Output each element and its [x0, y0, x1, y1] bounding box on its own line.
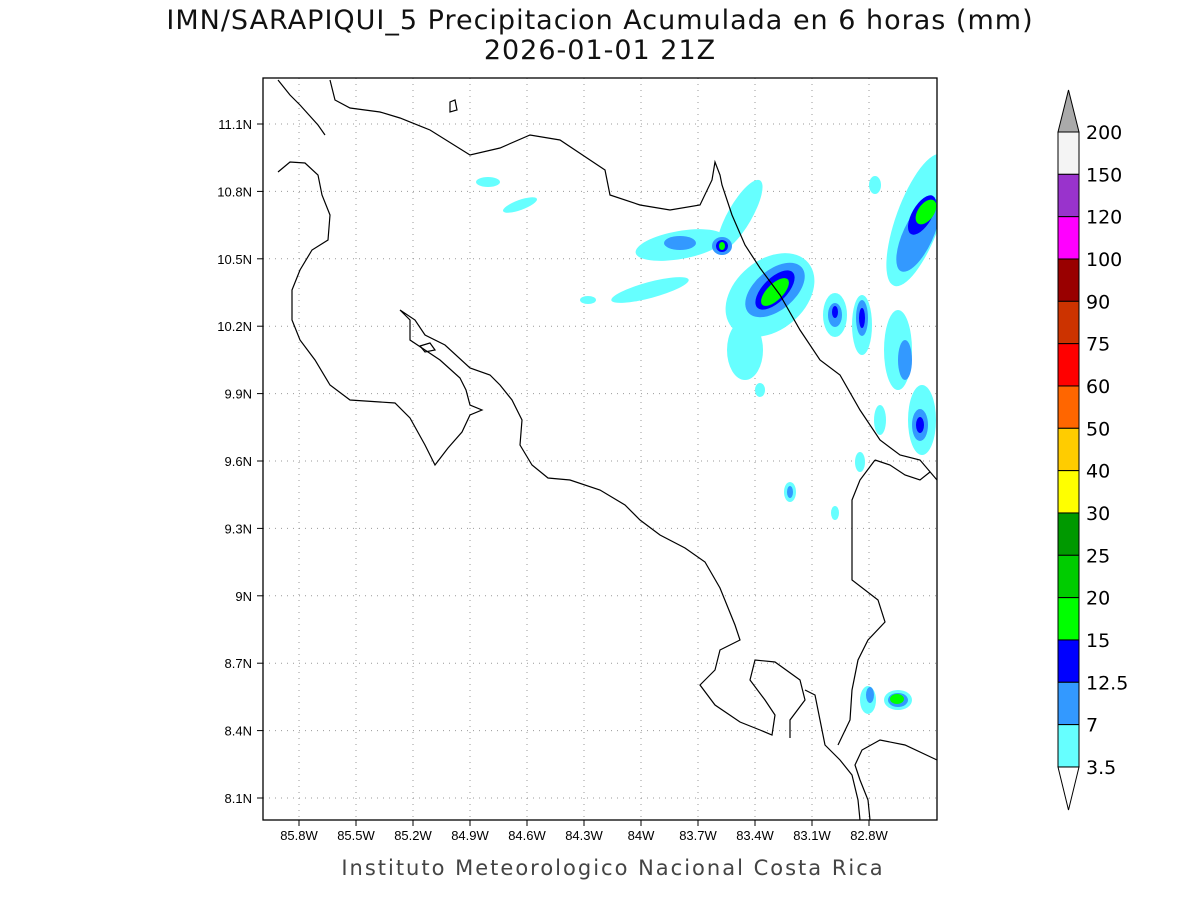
lat-tick-label: 9N — [235, 589, 252, 604]
colorbar-swatch — [1057, 131, 1080, 175]
lat-tick-label: 10.2N — [217, 319, 252, 334]
axis-ticks: 85.8W 85.5W 85.2W 84.9W 84.6W 84.3W 84W 83.7W 83… — [217, 117, 888, 843]
lat-tick-label: 11.1N — [218, 117, 252, 132]
map-frame — [262, 77, 938, 821]
precip-field — [476, 153, 937, 714]
colorbar-label: 200 — [1086, 122, 1122, 144]
lat-tick-label: 9.6N — [225, 454, 252, 469]
grid-lines — [263, 78, 937, 820]
lat-tick-label: 10.8N — [217, 184, 252, 199]
colorbar-swatch — [1057, 597, 1080, 641]
lat-tick-label: 10.5N — [217, 252, 252, 267]
lon-tick-label: 83.1W — [793, 828, 831, 843]
lon-tick-label: 84.9W — [451, 828, 489, 843]
map-title: IMN/SARAPIQUI_5 Precipitacion Acumulada … — [166, 5, 1034, 36]
colorbar-under-triangle — [1057, 766, 1080, 811]
colorbar: 200 150 120 100 90 75 60 50 40 30 25 20 15 12.5 7 3.5 — [1057, 89, 1128, 811]
colorbar-label: 7 — [1086, 715, 1098, 737]
coastlines-borders — [277, 79, 937, 820]
lon-tick-label: 83.4W — [736, 828, 774, 843]
lon-tick-label: 84W — [628, 828, 655, 843]
colorbar-swatch — [1057, 639, 1080, 683]
colorbar-label: 25 — [1086, 545, 1110, 567]
map-valid-time: 2026-01-01 21Z — [483, 35, 717, 66]
colorbar-label: 60 — [1086, 376, 1110, 398]
colorbar-over-triangle — [1057, 89, 1080, 133]
lon-tick-label: 85.8W — [280, 828, 318, 843]
colorbar-label: 100 — [1086, 249, 1122, 271]
colorbar-swatch — [1057, 681, 1080, 726]
colorbar-label: 40 — [1086, 461, 1110, 483]
lat-tick-label: 8.4N — [225, 724, 252, 739]
colorbar-label: 50 — [1086, 418, 1110, 440]
colorbar-swatch — [1057, 216, 1080, 260]
lat-tick-label: 8.1N — [225, 791, 252, 806]
colorbar-label: 3.5 — [1086, 757, 1116, 779]
lon-tick-label: 83.7W — [679, 828, 717, 843]
lat-tick-label: 9.3N — [225, 521, 252, 536]
footer-credit: Instituto Meteorologico Nacional Costa R… — [341, 856, 885, 880]
colorbar-label: 75 — [1086, 334, 1110, 356]
colorbar-swatch — [1057, 343, 1080, 387]
colorbar-label: 12.5 — [1086, 672, 1128, 694]
colorbar-label: 90 — [1086, 291, 1110, 313]
colorbar-swatch — [1057, 554, 1080, 599]
colorbar-swatch — [1057, 173, 1080, 218]
lat-tick-label: 9.9N — [225, 387, 252, 402]
colorbar-swatch — [1057, 724, 1080, 768]
lon-tick-label: 82.8W — [850, 828, 888, 843]
colorbar-swatch — [1057, 385, 1080, 429]
colorbar-label: 150 — [1086, 164, 1122, 186]
colorbar-label: 120 — [1086, 207, 1122, 229]
colorbar-swatch — [1057, 258, 1080, 302]
colorbar-swatch — [1057, 427, 1080, 472]
lon-tick-label: 84.6W — [508, 828, 546, 843]
colorbar-label: 15 — [1086, 630, 1110, 652]
colorbar-swatch — [1057, 300, 1080, 345]
lon-tick-label: 85.5W — [337, 828, 375, 843]
lat-tick-label: 8.7N — [225, 656, 252, 671]
lon-tick-label: 85.2W — [394, 828, 432, 843]
colorbar-label: 20 — [1086, 588, 1110, 610]
colorbar-label: 30 — [1086, 503, 1110, 525]
lon-tick-label: 84.3W — [565, 828, 603, 843]
colorbar-swatch — [1057, 512, 1080, 556]
colorbar-swatch — [1057, 470, 1080, 514]
